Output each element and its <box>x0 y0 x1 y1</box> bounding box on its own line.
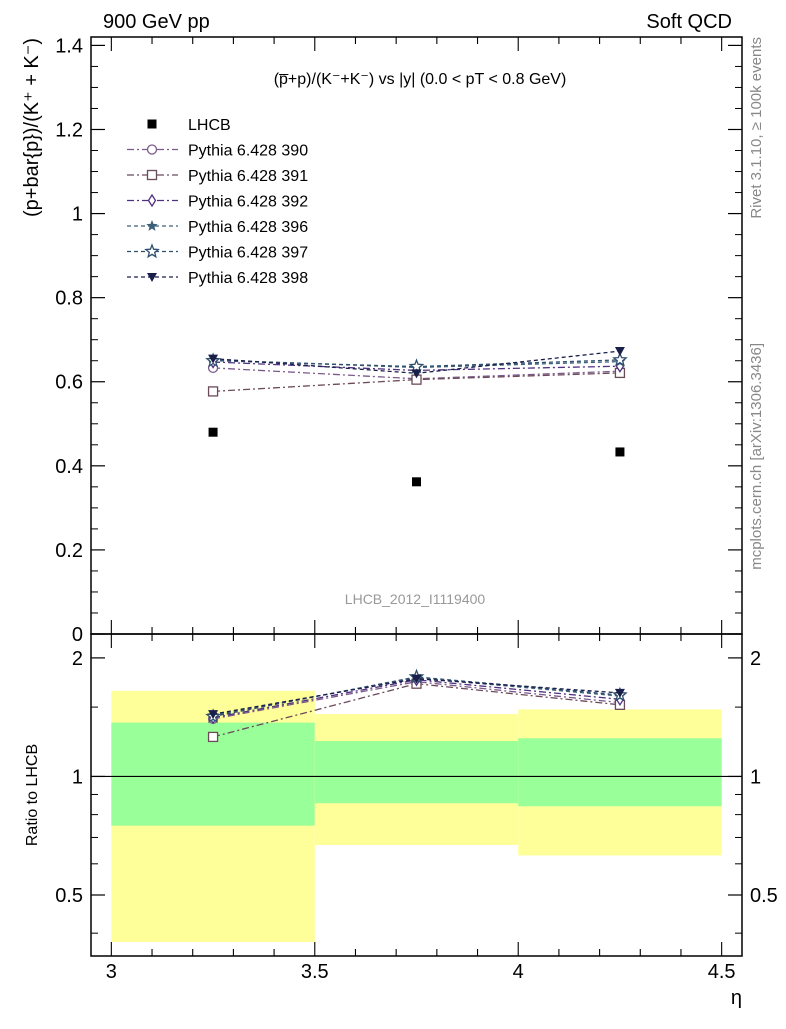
ratio-point-pythia-6-428-398 <box>614 688 625 698</box>
ratio-y-tick-label: 0.5 <box>55 885 83 907</box>
ratio-plot-frame <box>90 633 743 957</box>
x-axis-label: η <box>731 987 742 1009</box>
ratio-y-tick-label-right: 2 <box>750 648 761 670</box>
legend-marker-pythia-6-428-397 <box>144 243 160 259</box>
main-y-tick-label: 1.4 <box>55 35 83 57</box>
data-point-pythia-6-428-398 <box>411 369 422 379</box>
ratio-point-pythia-6-428-398 <box>208 710 219 720</box>
legend: LHCB Pythia 6.428 390 Pythia 6.428 391 Pyth… <box>127 117 308 287</box>
side-label-bottom: mcplots.cern.ch [arXiv:1306.3436] <box>748 343 765 570</box>
x-tick-label: 3 <box>106 961 117 983</box>
legend-marker-pythia-6-428-392 <box>147 193 157 208</box>
legend-marker-pythia-6-428-398 <box>147 273 157 282</box>
data-point-pythia-6-428-397 <box>612 351 628 367</box>
legend-label-pythia-6-428-391: Pythia 6.428 391 <box>188 168 308 185</box>
legend-marker-pythia-6-428-396 <box>146 220 158 231</box>
legend-label-pythia-6-428-398: Pythia 6.428 398 <box>188 270 308 287</box>
legend-label-pythia-6-428-396: Pythia 6.428 396 <box>188 219 308 236</box>
ratio-y-tick-label-right: 0.5 <box>750 885 778 907</box>
legend-label-lhcb: LHCB <box>188 117 231 134</box>
ratio-bands <box>91 690 742 942</box>
legend-label-pythia-6-428-390: Pythia 6.428 390 <box>188 143 308 160</box>
legend-marker-lhcb <box>147 119 157 129</box>
x-tick-label: 4.5 <box>708 961 736 983</box>
ratio-series <box>205 668 628 743</box>
main-y-tick-label: 0.4 <box>55 456 83 478</box>
ratio-y-axis-label: Ratio to LHCB <box>24 744 41 846</box>
data-point-pythia-6-428-398 <box>614 347 625 357</box>
ratio-y-tick-label: 1 <box>72 766 83 788</box>
ratio-point-pythia-6-428-398 <box>411 674 422 684</box>
ratio-ticks: 0.5 0.5 1 1 2 2 3 3.5 4 4.5 <box>55 634 778 983</box>
legend-label-pythia-6-428-392: Pythia 6.428 392 <box>188 194 308 211</box>
data-point-pythia-6-428-398 <box>208 354 219 364</box>
x-tick-label: 3.5 <box>301 961 329 983</box>
legend-marker-pythia-6-428-390 <box>146 144 158 155</box>
watermark: LHCB_2012_I1119400 <box>345 591 486 607</box>
main-y-tick-label: 0 <box>72 624 83 646</box>
ratio-y-tick-label: 2 <box>72 648 83 670</box>
legend-marker-pythia-6-428-391 <box>146 169 158 181</box>
main-y-tick-label: 1.2 <box>55 119 83 141</box>
data-point-pythia-6-428-391 <box>207 386 219 397</box>
ratio-y-tick-label-right: 1 <box>750 766 761 788</box>
main-y-tick-label: 0.8 <box>55 288 83 310</box>
uncertainty-band-green-2 <box>518 738 722 807</box>
main-series <box>205 347 628 487</box>
main-y-tick-label: 0.2 <box>55 540 83 562</box>
main-ticks: 0 0.2 0.4 0.6 0.8 1 1.2 1.4 <box>55 35 742 646</box>
main-y-tick-label: 0.6 <box>55 372 83 394</box>
ratio-line-pythia-6-428-397 <box>212 676 620 718</box>
x-tick-label: 4 <box>513 961 524 983</box>
header-left: 900 GeV pp <box>103 11 210 33</box>
uncertainty-band-green-1 <box>314 741 519 804</box>
ratio-point-pythia-6-428-391 <box>207 731 219 743</box>
legend-label-pythia-6-428-397: Pythia 6.428 397 <box>188 245 308 262</box>
data-point-lhcb <box>615 447 625 457</box>
data-point-lhcb <box>208 427 218 437</box>
header-right: Soft QCD <box>646 11 732 33</box>
side-label-top: Rivet 3.1.10, ≥ 100k events <box>748 37 765 219</box>
main-y-tick-label: 1 <box>72 204 83 226</box>
main-y-axis-label: (p+bar{p})/(K⁺ + K⁻) <box>21 38 43 217</box>
main-plot-title: (p̅+p)/(K⁻+K⁻) vs |y| (0.0 < pT < 0.8 Ge… <box>274 71 567 88</box>
data-point-lhcb <box>412 477 421 487</box>
